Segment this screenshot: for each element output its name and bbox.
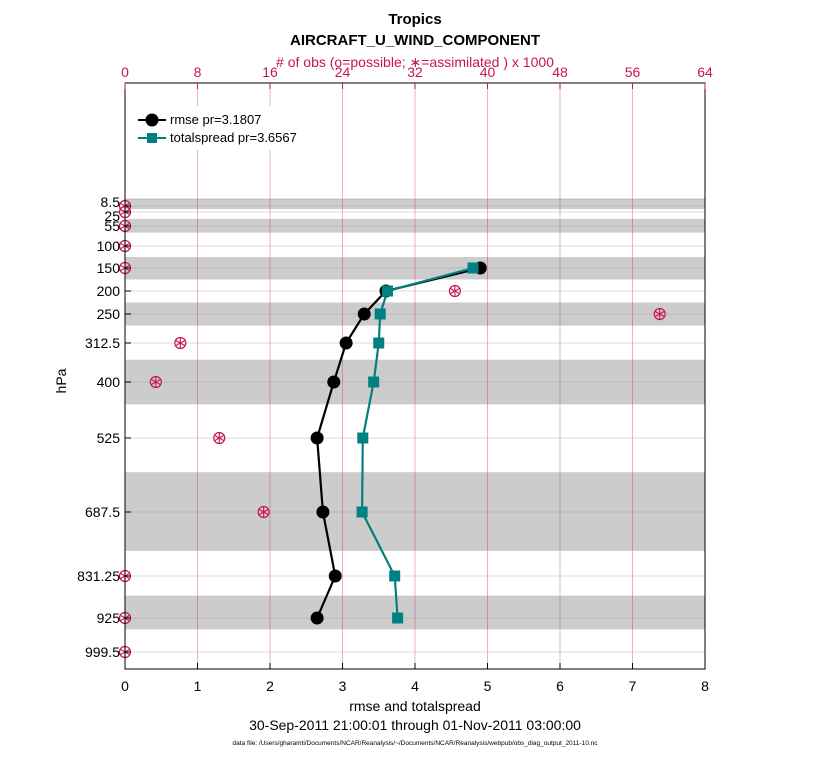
obs-assimilated-5 bbox=[450, 286, 460, 296]
totalspread-point-2 bbox=[374, 308, 386, 320]
legend-marker-totalspread bbox=[147, 133, 157, 143]
grid bbox=[125, 83, 705, 669]
date-range: 30-Sep-2011 21:00:01 through 01-Nov-2011… bbox=[249, 717, 581, 733]
top-tick-label-5: 40 bbox=[480, 64, 496, 80]
x-tick-label-6: 6 bbox=[556, 678, 564, 694]
x-tick-label-8: 8 bbox=[701, 678, 709, 694]
top-tick-label-3: 24 bbox=[335, 64, 351, 80]
totalspread-point-3 bbox=[373, 337, 385, 349]
y-tick-label-7: 312.5 bbox=[85, 335, 120, 351]
totalspread-point-6 bbox=[356, 506, 368, 518]
legend-label-rmse: rmse pr=3.1807 bbox=[170, 112, 261, 127]
totalspread-point-5 bbox=[357, 432, 369, 444]
legend-label-totalspread: totalspread pr=3.6567 bbox=[170, 130, 297, 145]
rmse-point-5 bbox=[310, 431, 324, 445]
totalspread-point-4 bbox=[368, 376, 380, 388]
top-tick-label-2: 16 bbox=[262, 64, 278, 80]
totalspread-point-7 bbox=[389, 570, 401, 582]
obs-assimilated-6 bbox=[655, 309, 665, 319]
totalspread-point-0 bbox=[467, 262, 479, 274]
top-tick-label-1: 8 bbox=[194, 64, 202, 80]
obs-possible-6 bbox=[653, 307, 666, 321]
x-tick-label-1: 1 bbox=[194, 678, 202, 694]
y-tick-label-5: 200 bbox=[97, 283, 121, 299]
y-tick-label-0: 8.5 bbox=[101, 194, 121, 210]
y-tick-label-10: 687.5 bbox=[85, 504, 120, 520]
y-tick-label-11: 831.25 bbox=[77, 568, 120, 584]
obs-possible-10 bbox=[257, 505, 270, 519]
x-tick-label-4: 4 bbox=[411, 678, 419, 694]
x-tick-label-0: 0 bbox=[121, 678, 129, 694]
y-axis-label: hPa bbox=[53, 368, 69, 393]
y-tick-label-4: 150 bbox=[97, 260, 121, 276]
chart-subtitle: AIRCRAFT_U_WIND_COMPONENT bbox=[290, 32, 540, 49]
x-axis-label: rmse and totalspread bbox=[349, 698, 481, 714]
rmse-point-6 bbox=[316, 505, 330, 519]
series-layer bbox=[310, 261, 487, 625]
top-tick-label-8: 64 bbox=[697, 64, 713, 80]
obs-possible-8 bbox=[149, 375, 162, 389]
rmse-point-3 bbox=[339, 336, 353, 350]
top-axis-label: # of obs (o=possible; ∗=assimilated ) x … bbox=[276, 54, 554, 70]
y-tick-label-6: 250 bbox=[97, 306, 121, 322]
top-tick-label-7: 56 bbox=[625, 64, 641, 80]
rmse-point-2 bbox=[357, 307, 371, 321]
x-tick-label-3: 3 bbox=[339, 678, 347, 694]
y-tick-label-13: 999.5 bbox=[85, 644, 120, 660]
legend: rmse pr=3.1807 totalspread pr=3.6567 bbox=[134, 106, 330, 150]
obs-possible-7 bbox=[174, 336, 187, 350]
legend-marker-rmse bbox=[145, 113, 159, 127]
y-tick-label-8: 400 bbox=[97, 374, 121, 390]
y-tick-label-12: 925 bbox=[97, 610, 121, 626]
obs-assimilated-8 bbox=[151, 377, 161, 387]
rmse-point-4 bbox=[327, 375, 341, 389]
totalspread-point-8 bbox=[392, 612, 404, 624]
x-tick-label-5: 5 bbox=[484, 678, 492, 694]
y-tick-label-1: 25 bbox=[104, 208, 120, 224]
legend-box bbox=[134, 106, 330, 150]
top-tick-label-6: 48 bbox=[552, 64, 568, 80]
totalspread-point-1 bbox=[381, 285, 393, 297]
top-tick-label-4: 32 bbox=[407, 64, 423, 80]
top-tick-label-0: 0 bbox=[121, 64, 129, 80]
obs-possible-5 bbox=[448, 284, 461, 298]
rmse-point-7 bbox=[328, 569, 342, 583]
obs-assimilated-9 bbox=[214, 433, 224, 443]
x-tick-label-2: 2 bbox=[266, 678, 274, 694]
footnote: data file: /Users/gharamti/Documents/NCA… bbox=[233, 740, 599, 747]
y-tick-label-9: 525 bbox=[97, 430, 121, 446]
x-tick-label-7: 7 bbox=[629, 678, 637, 694]
obs-assimilated-7 bbox=[175, 338, 185, 348]
chart-title: Tropics bbox=[388, 11, 441, 28]
obs-possible-9 bbox=[213, 431, 226, 445]
rmse-point-8 bbox=[310, 611, 324, 625]
obs-assimilated-10 bbox=[259, 507, 269, 517]
y-tick-label-3: 100 bbox=[97, 238, 121, 254]
axis-ticks: 0 1 2 3 4 5 6 7 80 8 16 24 32 40 48 56 648.5255510015020… bbox=[77, 64, 713, 694]
y-tick-label-2: 55 bbox=[104, 218, 120, 234]
